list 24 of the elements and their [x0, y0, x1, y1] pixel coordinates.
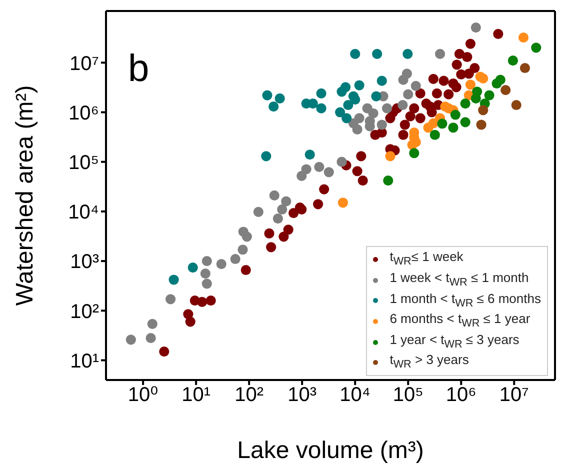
x-tick-label: 10⁴: [340, 384, 371, 406]
y-tick-label: 10⁶: [68, 102, 99, 124]
y-tick-label: 10⁴: [68, 202, 99, 224]
legend-label: 6 months < t$_{WR}$ ≤ 1 year: [390, 311, 530, 332]
y-tick-label: 10³: [70, 251, 100, 274]
x-tick-label: 10⁶: [446, 384, 476, 406]
legend-label: 1 week < t$_{WR}$ ≤ 1 month: [390, 270, 529, 291]
x-axis-title: Lake volume (m³): [237, 437, 424, 464]
legend-label: 1 year < t$_{WR}$ ≤ 3 years: [390, 332, 520, 352]
annotation: b: [128, 48, 150, 91]
legend-label: 1 month < t$_{WR}$ ≤ 6 months: [390, 290, 541, 312]
x-tick-label: 10²: [234, 384, 264, 406]
x-tick-label: 10⁷: [499, 384, 529, 406]
y-tick-label: 10⁷: [70, 52, 99, 75]
x-tick-label: 10⁰: [128, 384, 158, 406]
y-tick-label: 10¹: [70, 350, 100, 372]
x-tick-label: 10⁵: [392, 384, 424, 406]
x-tick-label: 10³: [288, 384, 317, 406]
legend-label: t$_{WR}$≤ 1 week: [390, 249, 464, 270]
x-tick-label: 10¹: [182, 384, 211, 406]
y-tick-label: 10²: [70, 300, 100, 323]
y-axis-title: Watershed area (m²): [12, 85, 39, 306]
legend-label: t$_{WR}$ > 3 years: [390, 352, 469, 373]
y-tick-label: 10⁵: [68, 152, 99, 174]
